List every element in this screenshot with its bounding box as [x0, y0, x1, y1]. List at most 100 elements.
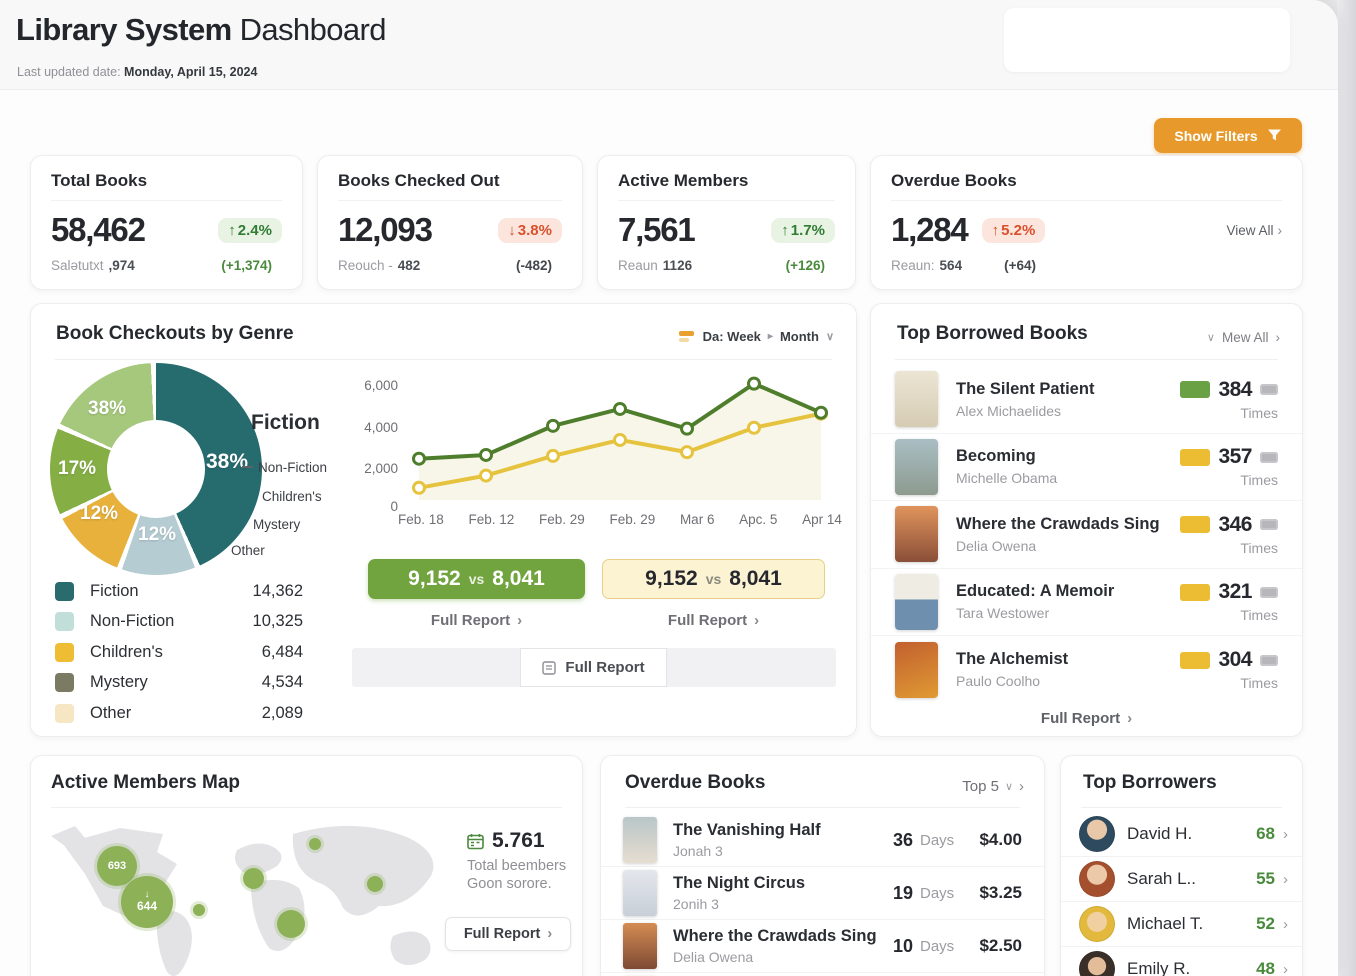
full-report-link[interactable]: Full Report ›: [368, 612, 585, 629]
count-meter-icon: [1260, 519, 1278, 531]
legend-swatch: [55, 673, 74, 693]
donut-label: 38%: [206, 450, 249, 473]
stat-value: 12,093: [338, 211, 433, 248]
stat-sub-label: Salətutxt: [51, 258, 104, 273]
book-title: Becoming: [956, 447, 1036, 466]
donut-category-label: Mystery: [253, 517, 301, 532]
legend-row: Fiction 14,362: [55, 576, 303, 607]
top-borrowers-title: Top Borrowers: [1083, 772, 1217, 793]
overdue-row[interactable]: The Vanishing Half Jonah 3 36 Days $4.00: [601, 814, 1044, 867]
book-row[interactable]: The Alchemist Paulo Coolho 304 Times: [871, 636, 1302, 704]
header-search-box[interactable]: [1004, 8, 1290, 72]
map-dot: [243, 868, 264, 889]
legend-label: Fiction: [90, 581, 139, 600]
compare-vs-label: vs: [705, 571, 722, 587]
toggle-week-label[interactable]: Da: Week: [702, 329, 761, 344]
stat-badge-value: 5.2%: [1001, 221, 1036, 239]
down-arrow-icon: ↓: [144, 889, 150, 900]
legend-value: 14,362: [252, 581, 303, 600]
book-title: The Alchemist: [956, 650, 1069, 669]
full-report-button[interactable]: Full Report: [520, 648, 667, 687]
top-borrowers-list: David H. 68 › Sarah L.. 55 › Michael T. …: [1061, 812, 1302, 976]
borrower-row[interactable]: David H. 68 ›: [1061, 812, 1302, 857]
report-toolbar: Full Report: [352, 648, 836, 687]
donut-label: 12%: [80, 503, 119, 524]
chevron-right-icon: ›: [754, 612, 760, 629]
map-dot: [193, 904, 205, 916]
chevron-right-icon: ›: [1283, 825, 1288, 843]
calendar-range-icon: [678, 331, 694, 342]
chevron-right-icon: ›: [1283, 960, 1288, 976]
overdue-list: The Vanishing Half Jonah 3 36 Days $4.00 …: [601, 814, 1044, 976]
page-edge-gutter: [1337, 0, 1356, 976]
full-report-link[interactable]: Full Report ›: [602, 612, 825, 629]
view-all-link[interactable]: View All ›: [1226, 223, 1282, 238]
book-row[interactable]: The Silent Patient Alex Michaelides 384 Ti…: [871, 366, 1302, 434]
stat-sub-value: ,974: [108, 258, 135, 273]
book-subtitle: 2onih 3: [673, 896, 719, 912]
borrow-count: 357: [1218, 445, 1252, 469]
y-axis-tick: 4,000: [364, 420, 398, 435]
book-row[interactable]: Where the Crawdads Sing Delia Owena 346 Ti…: [871, 501, 1302, 569]
stat-sub-value: 482: [397, 258, 421, 273]
full-report-button[interactable]: Full Report ›: [445, 917, 571, 951]
world-map: 693 ↓ 644: [45, 814, 465, 976]
top-borrowers-panel: Top Borrowers David H. 68 › Sarah L.. 55…: [1060, 755, 1303, 976]
stat-card-overdue-books: Overdue Books 1,284 ↑ 5.2% View All › Reau…: [870, 155, 1303, 290]
book-cover: [623, 923, 657, 969]
book-row[interactable]: Becoming Michelle Obama 357 Times: [871, 434, 1302, 501]
x-axis-tick: Apr 14: [802, 512, 842, 527]
top5-dropdown[interactable]: Top 5 ∨ ›: [962, 778, 1024, 795]
legend-value: 4,534: [261, 673, 303, 692]
book-title: Educated: A Memoir: [956, 582, 1115, 601]
overdue-row[interactable]: The Night Circus 2onih 3 19 Days $3.25: [601, 867, 1044, 920]
stat-value: 1,284: [891, 211, 969, 248]
view-all-label: View All: [1226, 222, 1274, 238]
borrower-row[interactable]: Sarah L.. 55 ›: [1061, 857, 1302, 902]
map-marker: 693: [97, 846, 137, 886]
show-filters-button[interactable]: Show Filters: [1154, 118, 1302, 153]
avatar: [1079, 906, 1115, 942]
stat-sub-label: Reaun:: [891, 258, 935, 273]
y-axis-tick: 6,000: [364, 378, 398, 393]
stat-delta: (-482): [515, 258, 552, 273]
full-report-label: Full Report: [565, 659, 645, 676]
donut-callout-dash: [242, 466, 253, 468]
borrower-name: Sarah L..: [1127, 869, 1196, 888]
overdue-days: 19: [892, 882, 913, 903]
overdue-row[interactable]: Where the Crawdads Sing Delia Owena 10 Da…: [601, 920, 1044, 973]
x-axis-tick: Apc. 5: [739, 512, 778, 527]
period-toggle[interactable]: Da: Week ▸ Month ∨: [678, 329, 834, 344]
overdue-days-unit: Days: [920, 937, 955, 955]
chevron-down-icon: ∨: [1004, 781, 1013, 793]
header: Library System Dashboard Last updated da…: [0, 0, 1338, 90]
book-title: The Night Circus: [673, 874, 806, 892]
borrower-row[interactable]: Emily R. 48 ›: [1061, 947, 1302, 976]
borrower-count: 68: [1256, 824, 1275, 843]
x-axis-tick: Mar 6: [679, 512, 715, 527]
donut-category-label: Fiction: [251, 411, 320, 434]
book-cover: [895, 506, 938, 563]
stat-badge-value: 2.4%: [237, 221, 272, 239]
full-report-link[interactable]: Full Report ›: [871, 710, 1302, 727]
book-row[interactable]: Educated: A Memoir Tara Westower 321 Times: [871, 569, 1302, 636]
toggle-month-label[interactable]: Month: [779, 329, 819, 344]
donut-label: 12%: [138, 524, 177, 545]
book-cover: [623, 817, 657, 863]
legend-value: 6,484: [261, 642, 303, 661]
count-bar: [1180, 381, 1211, 399]
genre-panel-title: Book Checkouts by Genre: [56, 323, 294, 344]
stat-sub-label: Reouch -: [338, 258, 393, 273]
view-all-link[interactable]: ∨ Mew All ›: [1207, 330, 1280, 345]
count-bar: [1180, 583, 1211, 601]
legend-row: Mystery 4,534: [55, 668, 303, 699]
borrow-count: 346: [1218, 512, 1252, 536]
legend-row: Children's 6,484: [55, 637, 303, 668]
overdue-days-unit: Days: [920, 831, 955, 849]
book-author: Michelle Obama: [956, 470, 1058, 487]
borrower-row[interactable]: Michael T. 52 ›: [1061, 902, 1302, 947]
last-updated: Last updated date: Monday, April 15, 202…: [17, 65, 257, 79]
borrower-name: David H.: [1127, 824, 1193, 843]
book-subtitle: Delia Owena: [673, 949, 754, 965]
stat-badge: ↑ 1.7%: [771, 217, 835, 243]
